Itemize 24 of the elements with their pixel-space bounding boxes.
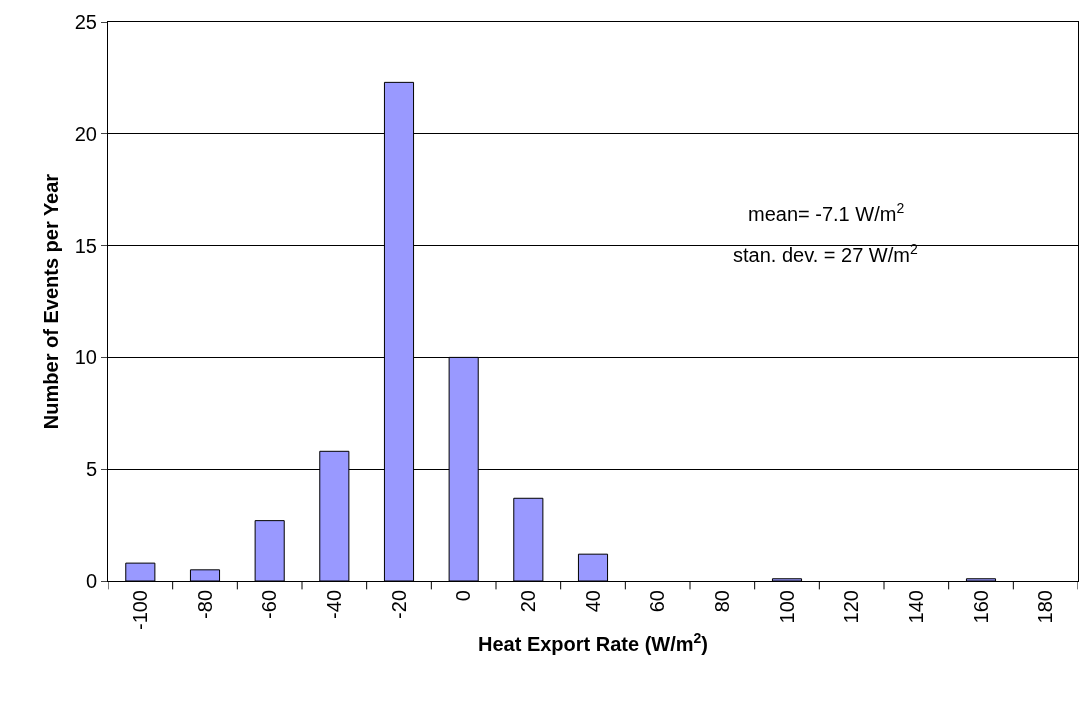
x-tick-label: -40 bbox=[322, 590, 345, 619]
x-tick-label: -60 bbox=[258, 590, 281, 619]
y-tick-label: 15 bbox=[74, 234, 97, 257]
x-tick-label: -100 bbox=[128, 590, 151, 631]
x-tick-label: 160 bbox=[969, 590, 992, 624]
x-tick-label: 20 bbox=[516, 590, 539, 613]
y-axis-title: Number of Events per Year bbox=[40, 173, 62, 430]
x-tick-label: 0 bbox=[452, 590, 475, 602]
annotation: mean= -7.1 W/m$^{2}$ bbox=[748, 200, 905, 226]
x-tick-label: 40 bbox=[581, 590, 604, 613]
x-tick-label: 80 bbox=[710, 590, 733, 613]
x-tick-label: 60 bbox=[646, 590, 669, 613]
y-tick-label: 5 bbox=[85, 458, 97, 481]
x-tick-label: -80 bbox=[193, 590, 216, 619]
y-tick-label: 20 bbox=[74, 122, 97, 145]
x-axis-title: Heat Export Rate (W/m$^{2}$) bbox=[477, 629, 709, 655]
x-tick-label: -20 bbox=[387, 590, 410, 619]
y-tick-label: 10 bbox=[74, 346, 97, 369]
x-tick-label: 100 bbox=[775, 590, 798, 624]
y-tick-label: 0 bbox=[85, 570, 97, 592]
y-tick-label: 25 bbox=[74, 11, 97, 33]
x-tick-label: 120 bbox=[840, 590, 863, 624]
x-tick-label: 180 bbox=[1034, 590, 1057, 624]
x-tick-label: 140 bbox=[904, 590, 927, 624]
